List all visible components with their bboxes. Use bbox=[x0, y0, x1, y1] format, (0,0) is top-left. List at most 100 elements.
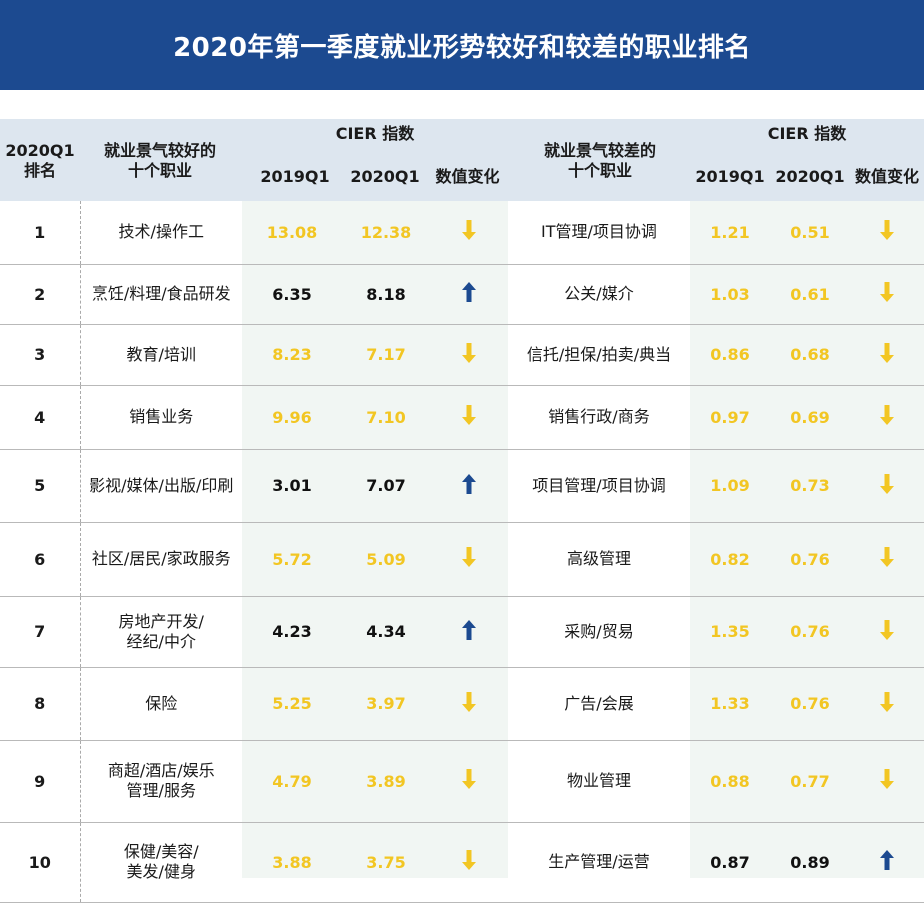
good-cier-y2019: 4.23 bbox=[272, 622, 312, 641]
up-arrow-icon bbox=[462, 473, 476, 494]
good-cier-y2020: 4.34 bbox=[366, 622, 406, 641]
good-cier-y2020: 3.97 bbox=[366, 694, 406, 713]
bad-occupation: 高级管理 bbox=[508, 522, 690, 596]
bad-cier-y2019: 0.86 bbox=[710, 345, 750, 364]
good-header-line1: 就业景气较好的 bbox=[103, 141, 216, 160]
table-row: 3 教育/培训 8.23 7.17 信托/担保/拍卖/典当 0.86 0.68 bbox=[0, 324, 924, 385]
rank-cell: 8 bbox=[34, 694, 46, 713]
good-change-cell bbox=[430, 264, 508, 324]
good-occupation: 保险 bbox=[79, 667, 242, 740]
good-change-cell bbox=[430, 740, 508, 822]
good-cier-y2020: 5.09 bbox=[366, 549, 406, 569]
cier-header-left: CIER 指数 bbox=[335, 124, 415, 143]
bad-occupation-line: 销售行政/商务 bbox=[548, 407, 650, 426]
bad-cier-y2020: 0.77 bbox=[790, 771, 830, 791]
down-arrow-icon bbox=[880, 282, 894, 302]
down-arrow-icon bbox=[462, 220, 476, 241]
table-row: 7 房地产开发/经纪/中介 4.23 4.34 采购/贸易 1.35 0.76 bbox=[0, 596, 924, 667]
down-arrow-icon bbox=[462, 769, 476, 789]
good-occupation: 教育/培训 bbox=[79, 324, 242, 385]
bad-cier-y2020: 0.76 bbox=[790, 694, 830, 713]
col-2020-left: 2020Q1 bbox=[350, 167, 420, 186]
rank-cell: 3 bbox=[34, 345, 46, 364]
down-arrow-icon bbox=[880, 342, 894, 363]
table-row: 9 商超/酒店/娱乐 管理/服务 4.79 3.89 物业管理 0.88 0.77 bbox=[0, 740, 924, 822]
bad-occupation-line: 信托/担保/拍卖/典当 bbox=[526, 344, 672, 364]
rank-cell: 10 bbox=[28, 852, 51, 872]
up-arrow-icon bbox=[462, 619, 476, 640]
good-change-cell bbox=[430, 324, 508, 385]
bad-occupations-header: 就业景气较差的 十个职业 bbox=[515, 141, 685, 181]
good-change-cell bbox=[430, 449, 508, 522]
bad-occupation-line: 广告/会展 bbox=[564, 693, 634, 713]
rank-cell: 6 bbox=[34, 549, 46, 569]
down-arrow-icon bbox=[880, 691, 894, 712]
good-occupation: 保健/美容/美发/健身 bbox=[79, 822, 242, 902]
bad-occupation: 生产管理/运营 bbox=[508, 822, 690, 902]
table-row: 6 社区/居民/家政服务 5.72 5.09 高级管理 0.82 0.76 bbox=[0, 522, 924, 596]
good-occupation: 烹饪/料理/食品研发 bbox=[79, 264, 242, 324]
down-arrow-icon bbox=[880, 473, 894, 494]
good-header-line2: 十个职业 bbox=[127, 161, 192, 180]
good-occupation-line: 管理/服务 bbox=[126, 781, 196, 800]
good-occupation-line: 保险 bbox=[145, 693, 178, 713]
cier-header-right: CIER 指数 bbox=[767, 124, 847, 143]
bad-occupation-line: 生产管理/运营 bbox=[548, 852, 650, 871]
bad-change-cell bbox=[850, 667, 924, 740]
col-2019-left: 2019Q1 bbox=[260, 167, 330, 186]
bad-change-cell bbox=[850, 264, 924, 324]
bad-change-cell bbox=[850, 740, 924, 822]
down-arrow-icon bbox=[880, 220, 894, 241]
bad-occupation: 广告/会展 bbox=[508, 667, 690, 740]
table-row: 4 销售业务 9.96 7.10 销售行政/商务 0.97 0.69 bbox=[0, 385, 924, 449]
bad-cier-y2019: 0.82 bbox=[710, 549, 750, 569]
good-cier-y2020: 3.89 bbox=[366, 771, 406, 791]
good-cier-y2019: 5.25 bbox=[272, 694, 312, 713]
bad-occupation: 物业管理 bbox=[508, 740, 690, 822]
bad-occupation-line: 高级管理 bbox=[566, 549, 631, 568]
good-occupation-line: 房地产开发/ bbox=[118, 611, 204, 631]
rank-header-line2: 排名 bbox=[23, 161, 56, 180]
good-occupation-line: 销售业务 bbox=[129, 407, 194, 426]
good-occupation: 影视/媒体/出版/印刷 bbox=[79, 449, 242, 522]
bad-cier-y2019: 0.87 bbox=[710, 852, 750, 872]
page-title: 2020年第一季度就业形势较好和较差的职业排名 bbox=[173, 32, 751, 63]
good-occupation-line: 商超/酒店/娱乐 bbox=[107, 761, 215, 780]
bad-cier-y2020: 0.69 bbox=[790, 407, 830, 427]
bad-occupation: 销售行政/商务 bbox=[508, 385, 690, 449]
bad-header-line2: 十个职业 bbox=[567, 161, 632, 180]
rank-header-line1: 2020Q1 bbox=[5, 141, 75, 160]
good-occupations-header: 就业景气较好的 十个职业 bbox=[80, 141, 240, 181]
bad-occupation-line: 公关/媒介 bbox=[564, 284, 634, 303]
bad-cier-y2019: 1.03 bbox=[710, 284, 750, 304]
col-change-left: 数值变化 bbox=[435, 167, 500, 186]
bad-occupation: 采购/贸易 bbox=[508, 596, 690, 667]
good-occupation-line: 美发/健身 bbox=[126, 862, 196, 881]
bad-header-line1: 就业景气较差的 bbox=[543, 141, 656, 160]
bad-cier-y2020: 0.76 bbox=[790, 622, 830, 641]
bad-cier-y2020: 0.89 bbox=[790, 852, 830, 872]
good-cier-y2019: 4.79 bbox=[272, 771, 312, 791]
good-occupation-line: 保健/美容/ bbox=[123, 842, 199, 861]
bad-cier-y2019: 1.21 bbox=[710, 222, 750, 242]
good-occupation: 商超/酒店/娱乐 管理/服务 bbox=[79, 740, 242, 822]
bad-occupation: 项目管理/项目协调 bbox=[508, 449, 690, 522]
col-change-right: 数值变化 bbox=[854, 167, 919, 186]
down-arrow-icon bbox=[462, 342, 476, 363]
bad-change-cell bbox=[850, 822, 924, 902]
good-occupation-line: 技术/操作工 bbox=[118, 222, 204, 242]
good-occupation-line: 烹饪/料理/食品研发 bbox=[91, 284, 231, 303]
good-cier-y2019: 13.08 bbox=[266, 222, 318, 242]
bad-change-cell bbox=[850, 201, 924, 264]
bad-cier-y2020: 0.76 bbox=[790, 549, 830, 569]
up-arrow-icon bbox=[462, 282, 476, 302]
rank-cell: 4 bbox=[34, 407, 46, 427]
good-cier-y2020: 3.75 bbox=[366, 852, 406, 872]
bad-cier-y2020: 0.68 bbox=[790, 345, 830, 364]
good-occupation-line: 经纪/中介 bbox=[126, 631, 196, 651]
down-arrow-icon bbox=[880, 547, 894, 567]
good-occupation: 房地产开发/经纪/中介 bbox=[79, 596, 242, 667]
good-cier-y2020: 8.18 bbox=[366, 284, 406, 304]
bad-cier-y2020: 0.51 bbox=[790, 222, 830, 242]
rank-cell: 9 bbox=[34, 771, 46, 791]
